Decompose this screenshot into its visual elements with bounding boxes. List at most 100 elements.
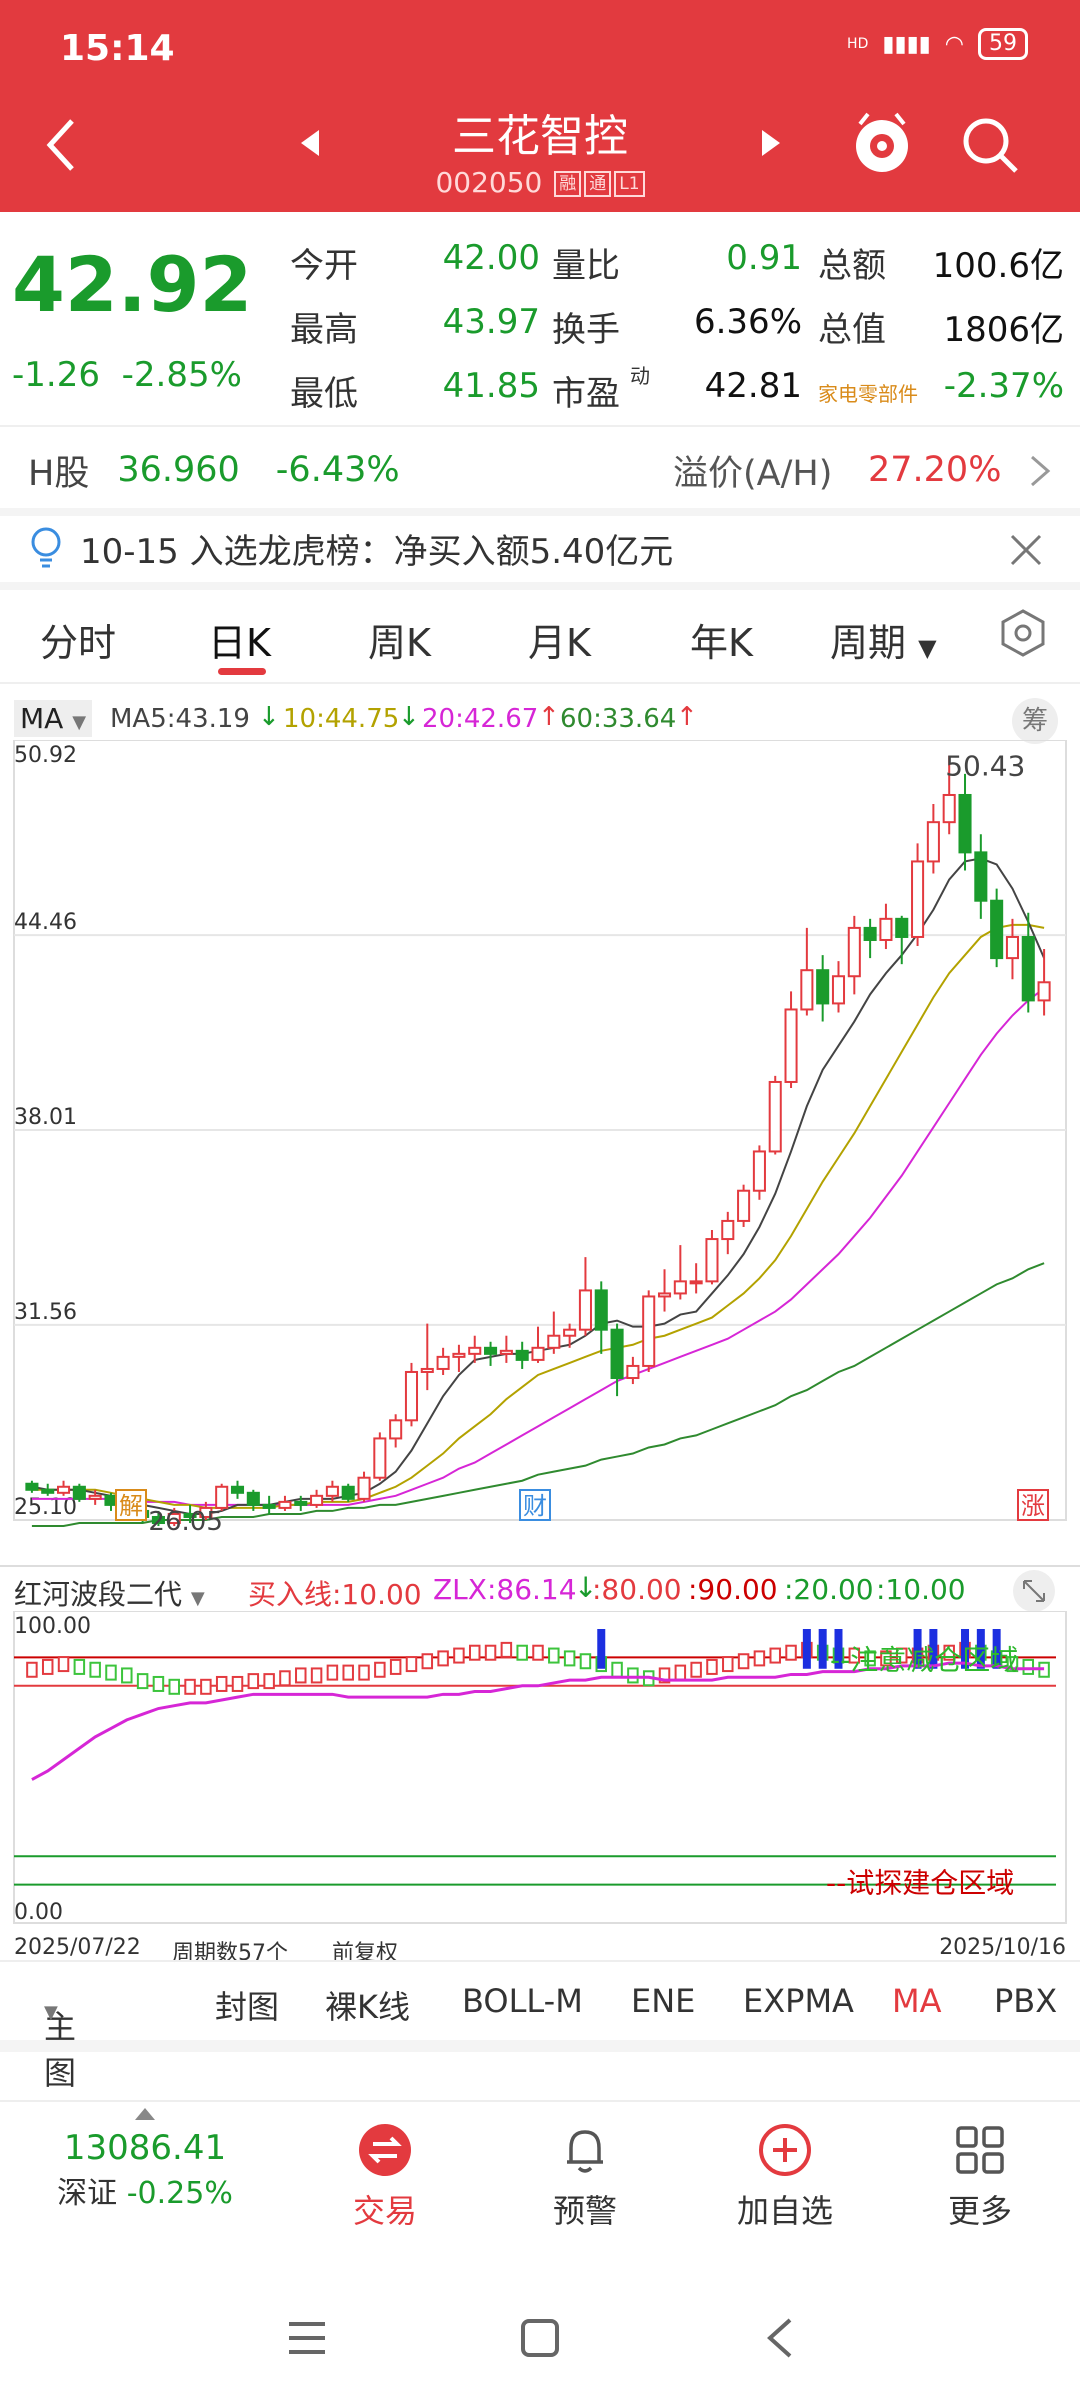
stat-value: 41.85: [442, 366, 540, 406]
tool-ene[interactable]: ENE: [631, 1982, 696, 2020]
ma-line-ma10: [31, 923, 1045, 1509]
candle-body: [942, 793, 956, 824]
indicator-bar: [611, 1661, 623, 1678]
menu-icon[interactable]: [285, 2318, 329, 2358]
candle-body: [594, 1289, 608, 1331]
mascot-button[interactable]: [850, 108, 914, 178]
hshare-label: H股: [28, 453, 90, 494]
indicator-bar: [184, 1678, 196, 1695]
tab-daily[interactable]: 日K: [208, 621, 271, 665]
nav-add-watchlist[interactable]: 加自选: [720, 2122, 850, 2232]
triangle-left-icon: [301, 130, 319, 156]
end-date: 2025/10/16: [939, 1935, 1066, 1960]
indicator-bar: [453, 1647, 465, 1664]
header-bar: 15:14 HD ▮▮▮▮ ◠ 59 三花智控 002050 融通 L1: [0, 0, 1080, 212]
candle-body: [436, 1355, 450, 1370]
nav-more[interactable]: 更多: [925, 2122, 1035, 2232]
indicator-chart[interactable]: 100.00 0.00 --注意减仓区域 --试探建仓区域: [0, 1611, 1080, 1931]
candle-body: [721, 1219, 735, 1241]
candle-body: [800, 969, 814, 1011]
home-icon[interactable]: [518, 2316, 562, 2360]
candle-body: [673, 1280, 687, 1295]
index-line: 深证 -0.25%: [40, 2168, 250, 2212]
tab-weekly[interactable]: 周K: [368, 621, 431, 665]
indicator-bar: [943, 1644, 955, 1661]
indicator-bar: [421, 1653, 434, 1670]
indicator-bar: [152, 1675, 165, 1692]
indicator-bar: [26, 1661, 38, 1678]
candle-body: [199, 1506, 213, 1518]
candle-body: [689, 1280, 703, 1285]
add-circle-icon: [759, 2124, 811, 2176]
prev-stock-button[interactable]: [296, 128, 326, 158]
stat-label-sup: 动: [630, 364, 650, 388]
index-ticker[interactable]: 13086.41 深证 -0.25%: [40, 2108, 250, 2212]
caret-down-icon: ▼: [44, 2002, 58, 2023]
tab-monthly[interactable]: 月K: [528, 621, 591, 665]
signal-bar: [976, 1629, 985, 1669]
wifi-icon: ◠: [944, 31, 964, 57]
candle-body: [563, 1328, 577, 1337]
indicator-bar: [896, 1647, 908, 1664]
price-change: -1.26 -2.85%: [12, 355, 242, 395]
nav-alert-label: 预警: [552, 2192, 617, 2230]
next-stock-button[interactable]: [755, 128, 785, 158]
signal-bar: [961, 1629, 970, 1669]
candle-body: [974, 851, 988, 902]
indicator-legend: 红河波段二代 ▼ 买入线:10.00 ZLX:86.14 ↓ :80.00 :9…: [0, 1565, 1080, 1613]
tab-yearly[interactable]: 年K: [690, 621, 753, 665]
candlestick-chart[interactable]: 50.9244.4638.0131.5625.1050.4326.05解财涨: [0, 740, 1080, 1565]
candle-body: [958, 793, 972, 854]
indicator-selector[interactable]: 红河波段二代 ▼: [14, 1573, 205, 1613]
signal-bar: [597, 1629, 606, 1669]
indicator-bar: [880, 1650, 892, 1667]
change-value: -1.26: [12, 355, 100, 395]
candle-body: [737, 1189, 751, 1222]
stat-label: 总值: [818, 310, 886, 350]
tool-ma[interactable]: MA: [892, 1982, 942, 2020]
back-button[interactable]: [30, 110, 90, 180]
candle-body: [657, 1292, 672, 1298]
chip-button[interactable]: 筹: [1012, 698, 1058, 744]
indicator-bar: [389, 1658, 402, 1675]
back-icon: [46, 119, 74, 171]
high-price-label: 50.43: [945, 750, 1025, 783]
expand-icon[interactable]: [1012, 1569, 1056, 1613]
period-tabs: 分时 日K 周K 月K 年K 周期 ▼: [0, 580, 1080, 680]
back-nav-icon[interactable]: [760, 2316, 800, 2360]
ma20-arrow-icon: ↑: [538, 702, 560, 732]
nav-add-watchlist-label: 加自选: [736, 2192, 833, 2230]
nav-alert[interactable]: 预警: [530, 2122, 640, 2232]
tool-seal-chart[interactable]: 封图: [215, 1988, 280, 2026]
tab-minute[interactable]: 分时: [40, 621, 117, 665]
tool-pbx[interactable]: PBX: [994, 1982, 1058, 2020]
indicator-bar: [136, 1673, 149, 1690]
stat-value: -2.37%: [943, 366, 1064, 406]
badge-tong: 通: [584, 171, 612, 197]
indicator-bar: [516, 1644, 528, 1661]
y-tick-label: 44.46: [14, 910, 77, 935]
hshare-row[interactable]: H股 36.960 -6.43% 溢价(A/H) 27.20%: [28, 445, 1068, 495]
close-icon[interactable]: [1008, 532, 1044, 568]
ma60-value: 60:33.64: [560, 704, 677, 734]
caret-down-icon: ▼: [72, 712, 87, 733]
notice-text: 10-15 入选龙虎榜：净买入额5.40亿元: [80, 531, 674, 572]
tool-naked-k[interactable]: 裸K线: [325, 1988, 410, 2026]
ma-selector[interactable]: MA ▼: [14, 700, 93, 737]
battery-icon: 59: [978, 28, 1028, 60]
stat-label: 最低: [290, 374, 358, 414]
settings-hexagon-icon[interactable]: [998, 608, 1048, 658]
index-name: 深证: [57, 2176, 118, 2211]
tool-boll-m[interactable]: BOLL-M: [462, 1982, 583, 2020]
stat-label: 最高: [290, 310, 358, 350]
tab-period[interactable]: 周期 ▼: [830, 612, 937, 667]
candle-body: [278, 1500, 292, 1509]
premium-value: 27.20%: [868, 450, 1002, 490]
tool-expma[interactable]: EXPMA: [743, 1982, 854, 2020]
bottom-zone-label: --试探建仓区域: [826, 1867, 1014, 1900]
nav-trade[interactable]: 交易: [330, 2122, 440, 2232]
search-button[interactable]: [955, 110, 1025, 180]
candle-body: [151, 1515, 165, 1525]
candle-body: [183, 1512, 197, 1518]
notice-bar[interactable]: 10-15 入选龙虎榜：净买入额5.40亿元: [28, 520, 1068, 576]
